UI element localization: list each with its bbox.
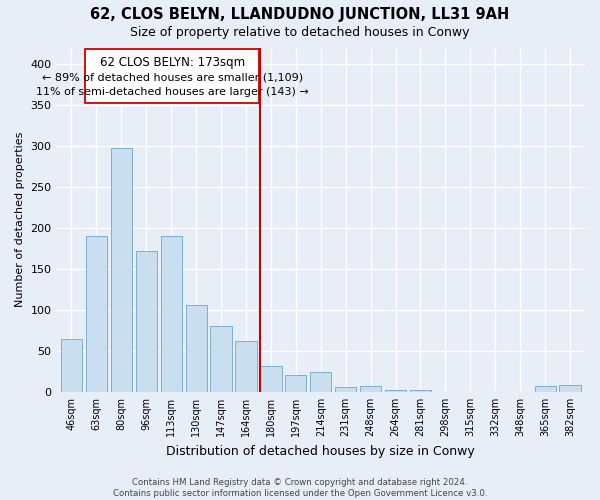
Bar: [235, 341, 257, 392]
Bar: [211, 326, 232, 392]
Text: Size of property relative to detached houses in Conwy: Size of property relative to detached ho…: [130, 26, 470, 39]
Bar: [410, 390, 431, 392]
Bar: [285, 375, 307, 392]
Bar: [86, 236, 107, 392]
Bar: [535, 386, 556, 392]
Bar: [61, 338, 82, 392]
Bar: [335, 387, 356, 392]
Bar: [559, 386, 581, 392]
Bar: [310, 372, 331, 392]
Bar: [161, 236, 182, 392]
Bar: [260, 366, 281, 392]
Text: 62 CLOS BELYN: 173sqm: 62 CLOS BELYN: 173sqm: [100, 56, 245, 68]
Text: 11% of semi-detached houses are larger (143) →: 11% of semi-detached houses are larger (…: [36, 87, 308, 97]
Text: Contains HM Land Registry data © Crown copyright and database right 2024.
Contai: Contains HM Land Registry data © Crown c…: [113, 478, 487, 498]
Bar: [385, 390, 406, 392]
Text: 62, CLOS BELYN, LLANDUDNO JUNCTION, LL31 9AH: 62, CLOS BELYN, LLANDUDNO JUNCTION, LL31…: [91, 8, 509, 22]
X-axis label: Distribution of detached houses by size in Conwy: Distribution of detached houses by size …: [166, 444, 475, 458]
Bar: [360, 386, 381, 392]
FancyBboxPatch shape: [85, 49, 259, 104]
Bar: [111, 148, 132, 392]
Y-axis label: Number of detached properties: Number of detached properties: [15, 132, 25, 308]
Bar: [185, 305, 207, 392]
Text: ← 89% of detached houses are smaller (1,109): ← 89% of detached houses are smaller (1,…: [41, 72, 302, 82]
Bar: [136, 251, 157, 392]
